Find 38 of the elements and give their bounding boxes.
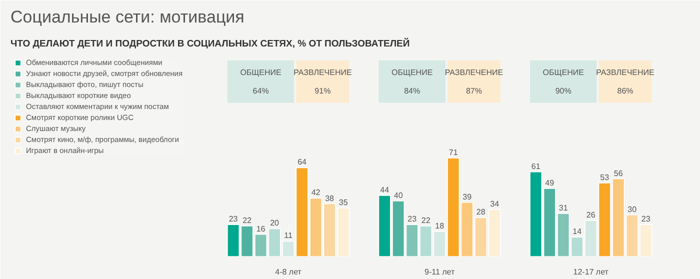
text: РАЗВЛЕЧЕНИЕ 87% <box>444 68 504 96</box>
text: РАЗВЛЕЧЕНИЕ 91% <box>294 68 352 96</box>
x-tick-label: 9-11 лет <box>424 268 455 276</box>
x-tick-label: 12-17 лет <box>573 268 609 276</box>
data-label: 44 <box>380 185 390 194</box>
data-label: 11 <box>284 231 294 240</box>
data-label: 26 <box>586 210 596 220</box>
data-label: 34 <box>490 199 500 208</box>
data-label: 56 <box>614 168 624 178</box>
data-label: 22 <box>242 216 252 225</box>
data-label: 20 <box>270 218 280 228</box>
text: ОБЩЕНИЕ 84% <box>391 68 433 96</box>
data-label: 39 <box>462 192 472 202</box>
data-label: 71 <box>448 148 458 157</box>
data-label: 28 <box>476 208 486 217</box>
data-label: 53 <box>600 172 610 182</box>
x-tick-label: 4-8 лет <box>275 268 302 276</box>
data-label: 22 <box>421 216 431 225</box>
data-label: 23 <box>408 214 418 224</box>
data-label: 18 <box>435 222 445 231</box>
data-label: 35 <box>338 198 348 207</box>
data-label: 38 <box>325 194 335 203</box>
data-label: 49 <box>545 178 555 188</box>
chart-title: Социальные сети: мотивация <box>10 8 244 26</box>
data-label: 42 <box>311 188 321 198</box>
text: ОБЩЕНИЕ 90% <box>542 68 584 96</box>
data-label: 14 <box>572 227 582 236</box>
data-label: 16 <box>256 224 266 234</box>
data-label: 23 <box>228 214 238 224</box>
text: ОБЩЕНИЕ 64% <box>240 68 282 96</box>
data-label: 40 <box>394 190 404 200</box>
chart-subtitle: ЧТО ДЕЛАЮТ ДЕТИ И ПОДРОСТКИ В СОЦИАЛЬНЫХ СЕТЯХ, % ОТ ПОЛЬЗОВАТЕЛЕЙ <box>10 38 410 50</box>
data-label: 61 <box>531 162 541 171</box>
text: РАЗВЛЕЧЕНИЕ 86% <box>596 68 654 96</box>
data-label: 64 <box>298 158 308 167</box>
data-label: 31 <box>558 203 568 212</box>
data-label: 30 <box>628 204 638 214</box>
data-label: 23 <box>641 214 651 224</box>
